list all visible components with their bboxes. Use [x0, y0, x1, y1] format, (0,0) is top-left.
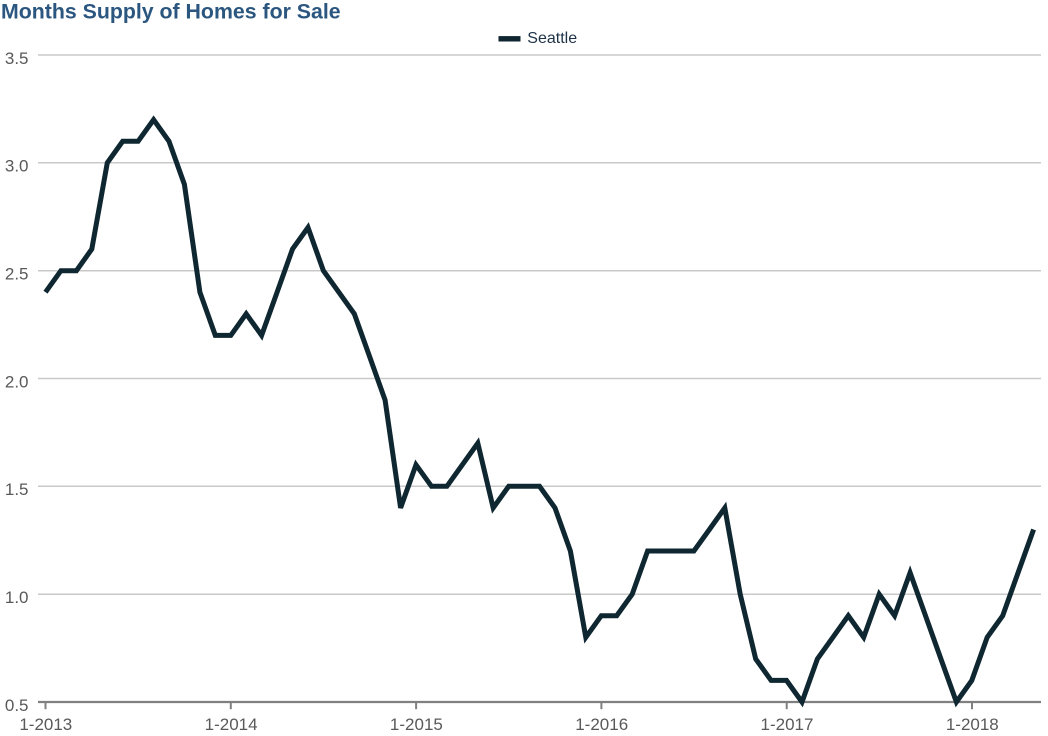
svg-text:1-2018: 1-2018	[946, 715, 999, 734]
svg-text:1-2015: 1-2015	[390, 715, 443, 734]
svg-text:1-2017: 1-2017	[761, 715, 814, 734]
svg-text:2.0: 2.0	[5, 372, 29, 391]
svg-text:Months Supply of Homes for Sal: Months Supply of Homes for Sale	[1, 0, 341, 24]
svg-text:2.5: 2.5	[5, 265, 29, 284]
svg-text:0.5: 0.5	[5, 696, 29, 715]
svg-text:1.0: 1.0	[5, 588, 29, 607]
svg-text:1-2016: 1-2016	[575, 715, 628, 734]
svg-text:1-2014: 1-2014	[205, 715, 258, 734]
svg-text:1.5: 1.5	[5, 480, 29, 499]
svg-text:1-2013: 1-2013	[19, 715, 72, 734]
svg-text:3.5: 3.5	[5, 49, 29, 68]
svg-text:Seattle: Seattle	[527, 30, 577, 47]
svg-text:3.0: 3.0	[5, 157, 29, 176]
